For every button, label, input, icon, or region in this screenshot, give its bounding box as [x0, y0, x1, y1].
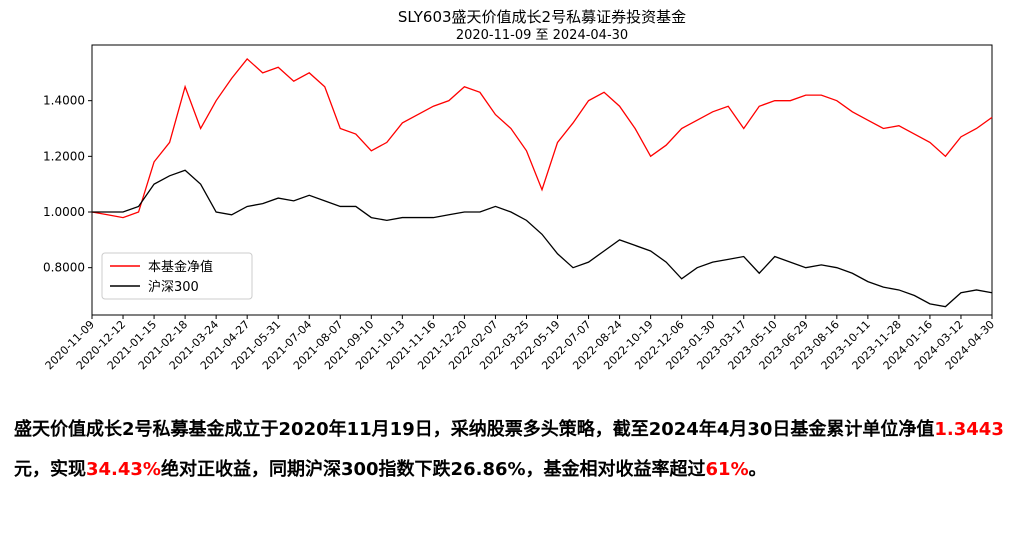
chart: SLY603盛天价值成长2号私募证券投资基金 2020-11-09 至 2024… — [43, 8, 997, 372]
highlight: 61% — [705, 459, 749, 480]
summary-text: 盛天价值成长2号私募基金成立于2020年11月19日，采纳股票多头策略，截至20… — [14, 410, 1010, 490]
text: 。 — [748, 459, 767, 480]
highlight: 1.3443 — [934, 419, 1004, 440]
chart-title: SLY603盛天价值成长2号私募证券投资基金 — [398, 8, 686, 26]
y-tick-label: 1.0000 — [43, 205, 85, 219]
text: 元，实现 — [14, 459, 86, 480]
y-tick-label: 1.2000 — [43, 149, 85, 163]
legend-label: 沪深300 — [148, 279, 199, 295]
series-line — [92, 169, 993, 308]
plot-frame — [91, 44, 993, 316]
y-tick-label: 1.4000 — [43, 94, 85, 108]
text: 绝对正收益，同期沪深300指数下跌26.86%，基金相对收益率超过 — [160, 459, 706, 480]
series-line — [91, 57, 993, 219]
text: 盛天价值成长2号私募基金成立于2020年11月19日，采纳股票多头策略，截至20… — [14, 419, 935, 440]
y-tick-label: 0.8000 — [43, 261, 85, 275]
legend-box — [101, 252, 253, 300]
chart-subtitle: 2020-11-09 至 2024-04-30 — [456, 28, 628, 43]
legend-label: 本基金净值 — [148, 259, 213, 275]
highlight: 34.43% — [86, 459, 161, 480]
